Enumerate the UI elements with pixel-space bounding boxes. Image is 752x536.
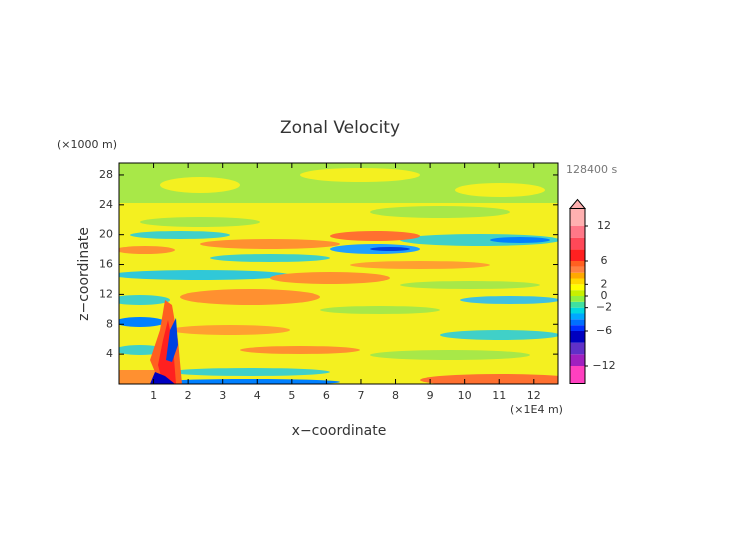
colorbar-tick-label: 12 xyxy=(597,219,611,232)
x-tick-label: 1 xyxy=(150,389,157,402)
colorbar-tick-label: −6 xyxy=(596,324,612,337)
colorbar-band xyxy=(570,307,585,314)
colorbar-band xyxy=(570,237,585,250)
contour-fill xyxy=(200,239,340,249)
contour-fill xyxy=(160,379,340,384)
colorbar-tick-label: 6 xyxy=(601,254,608,267)
colorbar-band xyxy=(570,331,585,343)
plot-frame xyxy=(118,162,559,385)
contour-fill xyxy=(150,372,175,384)
y-tick-label: 16 xyxy=(99,258,113,271)
y-tick-label: 20 xyxy=(99,228,113,241)
y-axis-label: z−coordinate xyxy=(76,227,92,321)
contour-fill xyxy=(330,231,420,241)
contour-fill xyxy=(119,317,165,327)
y-tick-label: 12 xyxy=(99,287,113,300)
y-tick-label: 4 xyxy=(106,347,113,360)
contour-fill xyxy=(370,350,530,360)
x-tick-label: 7 xyxy=(357,389,364,402)
x-tick-label: 11 xyxy=(492,389,506,402)
y-unit: (×1000 m) xyxy=(57,138,117,151)
contour-fill xyxy=(400,281,540,289)
colorbar-band xyxy=(570,301,585,308)
contour-fill xyxy=(460,296,558,304)
colorbar-tick-label: −12 xyxy=(592,359,615,372)
contour-fill xyxy=(119,370,159,384)
contour-fill xyxy=(170,368,330,376)
colorbar-band xyxy=(570,296,585,302)
x-unit: (×1E4 m) xyxy=(510,403,563,416)
contour-fill xyxy=(119,270,290,280)
contour-fill xyxy=(300,168,420,182)
colorbar-tick-label: 0 xyxy=(601,289,608,302)
contour-fill xyxy=(158,320,176,384)
colorbar-band xyxy=(570,290,585,296)
contour-fill xyxy=(420,374,558,384)
contour-fill xyxy=(350,261,490,269)
colorbar-extend xyxy=(568,198,587,209)
contour-fill xyxy=(130,231,230,239)
x-axis-label: x−coordinate xyxy=(292,423,387,439)
colorbar-band xyxy=(570,266,585,273)
time-label: 128400 s xyxy=(566,163,617,176)
colorbar-band xyxy=(570,249,585,261)
contour-fill xyxy=(440,330,558,340)
contour-fill xyxy=(140,217,260,227)
contour-fill xyxy=(119,246,175,254)
contour-fill xyxy=(240,346,360,354)
colorbar-band xyxy=(570,325,585,331)
y-tick-label: 24 xyxy=(99,198,113,211)
colorbar-band xyxy=(570,354,585,366)
contour-fill xyxy=(370,206,510,218)
contour-fill xyxy=(170,325,290,335)
colorbar-tick-label: 2 xyxy=(601,277,608,290)
colorbar-band xyxy=(570,261,585,267)
x-tick-label: 3 xyxy=(219,389,226,402)
contour-fill xyxy=(160,177,240,193)
y-tick-label: 28 xyxy=(99,168,113,181)
contour-fill xyxy=(210,254,330,262)
x-tick-label: 10 xyxy=(458,389,472,402)
colorbar-band xyxy=(570,226,585,238)
contour-fill xyxy=(400,234,558,246)
contour-fill xyxy=(320,306,440,314)
colorbar-band xyxy=(570,366,585,384)
x-tick-label: 6 xyxy=(323,389,330,402)
chart-title: Zonal Velocity xyxy=(280,118,400,138)
contour-fill xyxy=(270,272,390,284)
x-tick-label: 2 xyxy=(185,389,192,402)
x-tick-label: 5 xyxy=(288,389,295,402)
colorbar-band xyxy=(570,313,585,320)
colorbar-band xyxy=(570,284,585,291)
colorbar-band xyxy=(570,342,585,355)
colorbar-band xyxy=(570,319,585,326)
x-tick-label: 12 xyxy=(527,389,541,402)
x-tick-label: 8 xyxy=(392,389,399,402)
contour-fill xyxy=(370,247,410,251)
y-tick-label: 8 xyxy=(106,317,113,330)
colorbar-band xyxy=(570,208,585,226)
contour-fill xyxy=(166,318,178,362)
contour-fill xyxy=(490,237,550,243)
colorbar-band xyxy=(570,278,585,285)
x-tick-label: 4 xyxy=(254,389,261,402)
contour-fill xyxy=(455,183,545,197)
colorbar-tick-label: −2 xyxy=(596,301,612,314)
contour-fill xyxy=(180,289,320,305)
colorbar-band xyxy=(570,272,585,279)
x-tick-label: 9 xyxy=(427,389,434,402)
contour-fill xyxy=(119,295,170,305)
contour-field xyxy=(119,163,558,384)
